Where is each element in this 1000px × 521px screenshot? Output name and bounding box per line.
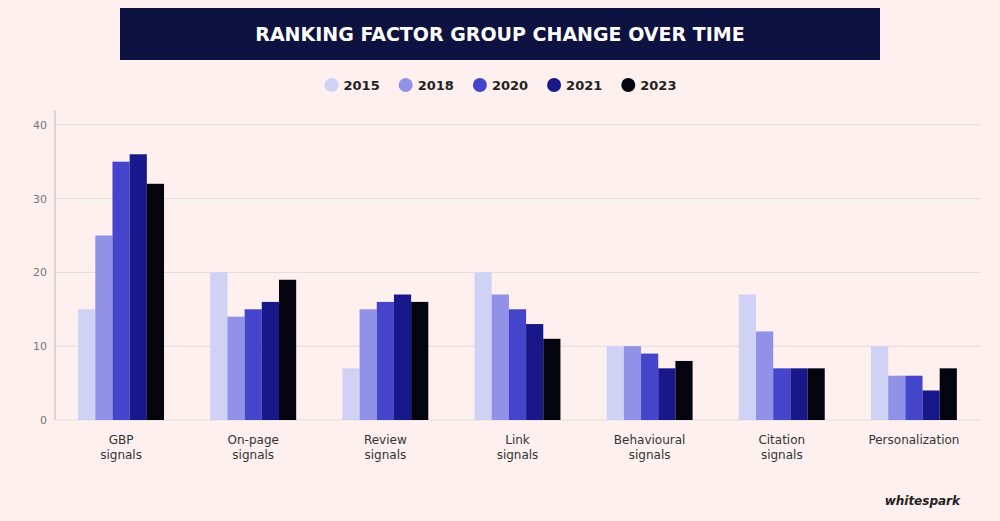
bar bbox=[509, 309, 526, 420]
bar bbox=[245, 309, 262, 420]
bar bbox=[543, 339, 560, 420]
bar bbox=[342, 368, 359, 420]
x-tick-label: Citationsignals bbox=[758, 433, 805, 462]
x-tick-label: Reviewsignals bbox=[364, 433, 407, 462]
x-tick-label: Personalization bbox=[868, 433, 959, 447]
x-tick-label-line: Link bbox=[505, 433, 530, 447]
bar bbox=[360, 309, 377, 420]
bar bbox=[147, 184, 164, 420]
background bbox=[0, 0, 1000, 521]
bar bbox=[658, 368, 675, 420]
legend-label: 2020 bbox=[492, 78, 528, 93]
grid-line bbox=[55, 124, 980, 125]
legend-swatch bbox=[547, 78, 561, 92]
bar bbox=[675, 361, 692, 420]
legend-swatch bbox=[473, 78, 487, 92]
legend-label: 2015 bbox=[344, 78, 380, 93]
bar bbox=[95, 235, 112, 420]
x-tick-label: Linksignals bbox=[497, 433, 539, 462]
legend-swatch bbox=[621, 78, 635, 92]
x-tick-label-line: signals bbox=[497, 448, 539, 462]
bar bbox=[923, 390, 940, 420]
y-tick-label: 30 bbox=[33, 193, 47, 206]
bar bbox=[790, 368, 807, 420]
bar bbox=[78, 309, 95, 420]
x-tick-label: Behaviouralsignals bbox=[614, 433, 686, 462]
bar bbox=[394, 295, 411, 420]
x-tick-label-line: signals bbox=[100, 448, 142, 462]
bar bbox=[607, 346, 624, 420]
annotation: whitespark bbox=[885, 494, 961, 508]
x-tick-label-line: On-page bbox=[228, 433, 279, 447]
bar bbox=[130, 154, 147, 420]
x-tick-label-line: signals bbox=[232, 448, 274, 462]
x-tick-label: On-pagesignals bbox=[228, 433, 279, 462]
bar bbox=[940, 368, 957, 420]
x-tick-label-line: signals bbox=[761, 448, 803, 462]
bar bbox=[773, 368, 790, 420]
bar bbox=[871, 346, 888, 420]
legend-swatch bbox=[399, 78, 413, 92]
x-tick-label-line: signals bbox=[629, 448, 671, 462]
title-banner bbox=[120, 8, 880, 60]
legend-swatch bbox=[325, 78, 339, 92]
y-tick-label: 10 bbox=[33, 340, 47, 353]
grid-line bbox=[55, 198, 980, 199]
bar bbox=[112, 162, 129, 420]
bar bbox=[279, 280, 296, 420]
x-tick-label-line: Personalization bbox=[868, 433, 959, 447]
x-tick-label-line: signals bbox=[364, 448, 406, 462]
bar bbox=[808, 368, 825, 420]
legend-label: 2018 bbox=[418, 78, 454, 93]
x-tick-label-line: Behavioural bbox=[614, 433, 686, 447]
bar bbox=[227, 317, 244, 420]
bar bbox=[262, 302, 279, 420]
bar bbox=[756, 331, 773, 420]
grid-line bbox=[55, 272, 980, 273]
x-tick-label-line: Review bbox=[364, 433, 407, 447]
y-tick-label: 0 bbox=[40, 414, 47, 427]
bar bbox=[526, 324, 543, 420]
bar bbox=[739, 295, 756, 420]
bar bbox=[475, 272, 492, 420]
title: RANKING FACTOR GROUP CHANGE OVER TIME bbox=[255, 23, 744, 45]
bar bbox=[641, 354, 658, 420]
x-tick-label: GBPsignals bbox=[100, 433, 142, 462]
chart: RANKING FACTOR GROUP CHANGE OVER TIME 0 10… bbox=[0, 0, 1000, 521]
x-tick-label-line: GBP bbox=[109, 433, 134, 447]
y-tick-label: 20 bbox=[33, 266, 47, 279]
y-tick-label: 40 bbox=[33, 119, 47, 132]
bar bbox=[905, 376, 922, 420]
bar bbox=[377, 302, 394, 420]
y-axis-line bbox=[55, 110, 56, 420]
bars bbox=[78, 154, 957, 420]
bar bbox=[888, 376, 905, 420]
bar bbox=[210, 272, 227, 420]
bar bbox=[411, 302, 428, 420]
legend-label: 2023 bbox=[640, 78, 676, 93]
x-tick-label-line: Citation bbox=[758, 433, 805, 447]
bar bbox=[492, 295, 509, 420]
legend-label: 2021 bbox=[566, 78, 602, 93]
bar bbox=[624, 346, 641, 420]
legend: 2015 2018 2020 2021 2023 bbox=[325, 78, 677, 93]
